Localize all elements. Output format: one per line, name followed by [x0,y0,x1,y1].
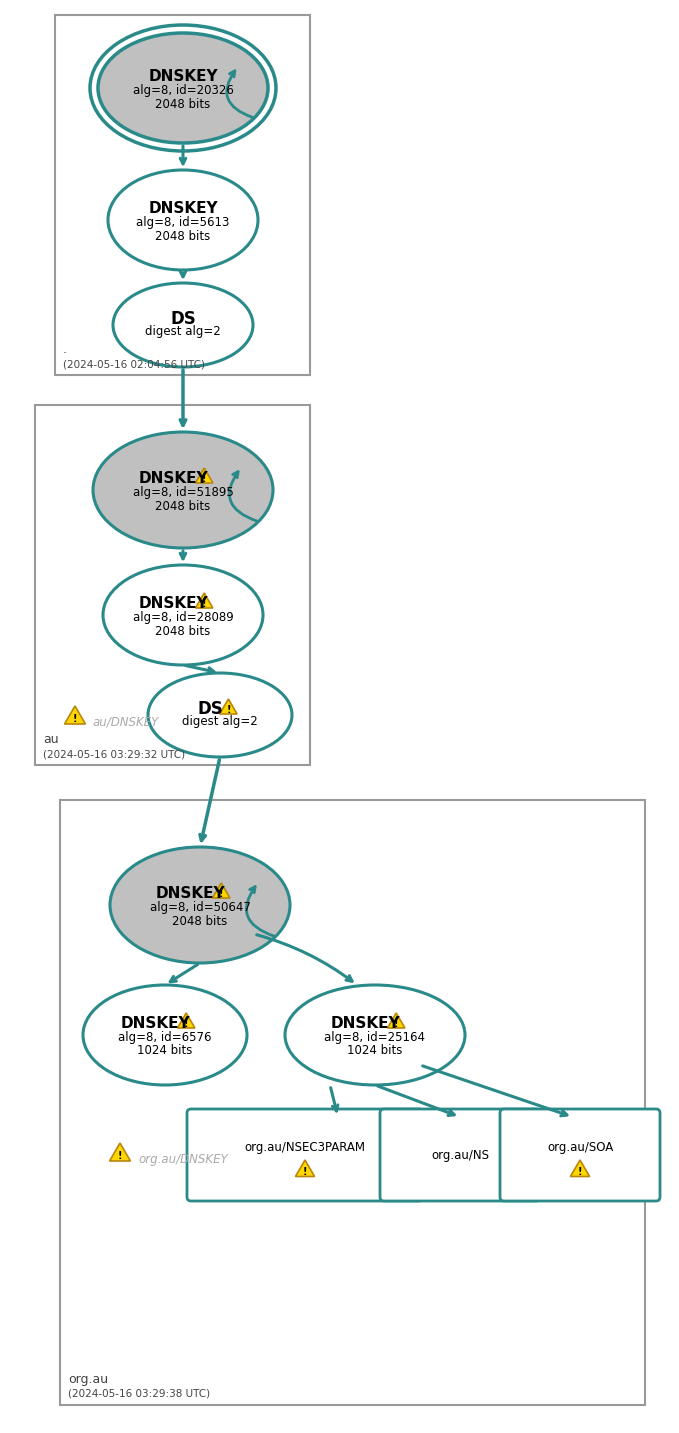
Text: 1024 bits: 1024 bits [137,1045,193,1058]
Polygon shape [213,883,230,898]
Text: DS: DS [197,699,223,718]
Text: au/DNSKEY: au/DNSKEY [93,715,160,728]
Ellipse shape [93,431,273,547]
Ellipse shape [285,984,465,1085]
Text: !: ! [226,705,231,715]
Text: au: au [43,734,58,747]
Text: DNSKEY: DNSKEY [148,69,218,83]
Text: 2048 bits: 2048 bits [172,914,227,927]
Text: org.au/DNSKEY: org.au/DNSKEY [138,1152,227,1165]
Text: org.au/NS: org.au/NS [431,1148,489,1162]
Text: 2048 bits: 2048 bits [155,625,210,638]
Text: DNSKEY: DNSKEY [139,596,208,610]
Text: 2048 bits: 2048 bits [155,97,210,110]
FancyBboxPatch shape [35,406,310,765]
Text: !: ! [184,1019,189,1029]
Ellipse shape [108,171,258,269]
Text: DNSKEY: DNSKEY [120,1016,190,1030]
Polygon shape [295,1159,314,1176]
Text: DNSKEY: DNSKEY [148,201,218,215]
Polygon shape [388,1013,405,1027]
Text: alg=8, id=5613: alg=8, id=5613 [136,215,230,228]
Text: digest alg=2: digest alg=2 [145,324,221,338]
Text: (2024-05-16 02:04:56 UTC): (2024-05-16 02:04:56 UTC) [63,360,205,370]
FancyBboxPatch shape [55,14,310,375]
Text: (2024-05-16 03:29:38 UTC): (2024-05-16 03:29:38 UTC) [68,1389,210,1399]
Text: alg=8, id=6576: alg=8, id=6576 [118,1030,212,1043]
Text: !: ! [219,888,223,898]
Text: alg=8, id=50647: alg=8, id=50647 [149,900,251,913]
Ellipse shape [110,847,290,963]
Text: !: ! [117,1151,122,1161]
Text: 2048 bits: 2048 bits [155,500,210,513]
Text: org.au/NSEC3PARAM: org.au/NSEC3PARAM [244,1141,365,1154]
Ellipse shape [98,33,268,143]
Polygon shape [65,706,86,724]
Text: !: ! [394,1019,399,1029]
Text: !: ! [578,1166,583,1176]
Polygon shape [109,1144,130,1161]
Text: DNSKEY: DNSKEY [139,470,208,486]
FancyBboxPatch shape [187,1109,423,1201]
FancyBboxPatch shape [500,1109,660,1201]
FancyBboxPatch shape [60,800,645,1404]
Text: !: ! [202,474,206,484]
Polygon shape [220,699,237,714]
Text: DS: DS [170,310,196,328]
Text: alg=8, id=20326: alg=8, id=20326 [132,83,234,96]
Ellipse shape [113,282,253,367]
Polygon shape [570,1159,589,1176]
Text: .: . [63,342,67,355]
Polygon shape [177,1013,195,1027]
Text: DNSKEY: DNSKEY [155,886,225,900]
Text: digest alg=2: digest alg=2 [182,715,258,728]
FancyBboxPatch shape [380,1109,540,1201]
Polygon shape [196,469,213,483]
Text: alg=8, id=51895: alg=8, id=51895 [132,486,234,499]
Polygon shape [196,593,213,608]
Text: !: ! [202,599,206,609]
Text: 1024 bits: 1024 bits [348,1045,403,1058]
Text: alg=8, id=25164: alg=8, id=25164 [325,1030,426,1043]
Text: org.au: org.au [68,1373,108,1386]
Text: 2048 bits: 2048 bits [155,229,210,242]
Ellipse shape [83,984,247,1085]
Ellipse shape [103,565,263,665]
Text: (2024-05-16 03:29:32 UTC): (2024-05-16 03:29:32 UTC) [43,749,185,759]
Text: !: ! [73,714,77,724]
Ellipse shape [148,674,292,757]
Text: org.au/SOA: org.au/SOA [547,1141,613,1154]
Text: !: ! [303,1166,308,1176]
Text: DNSKEY: DNSKEY [330,1016,400,1030]
Text: alg=8, id=28089: alg=8, id=28089 [132,610,234,623]
